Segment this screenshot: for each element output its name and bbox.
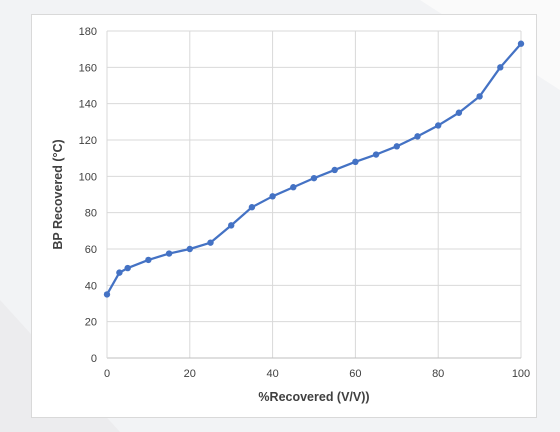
data-point (228, 222, 235, 229)
data-point (497, 64, 504, 71)
data-point (145, 256, 152, 264)
series-line (106, 42, 522, 295)
data-point (352, 158, 359, 165)
y-tick-label: 180 (79, 26, 97, 38)
data-point (414, 133, 421, 140)
data-series (103, 40, 525, 298)
data-point (124, 264, 131, 272)
data-point (435, 122, 442, 129)
data-point (476, 93, 483, 100)
y-tick-label: 20 (85, 317, 97, 329)
data-point (165, 250, 173, 257)
x-tick-label: 60 (349, 368, 361, 380)
x-tick-label: 40 (266, 368, 278, 380)
gridlines (107, 30, 522, 358)
data-point (372, 151, 380, 158)
line-chart: 0 20 40 60 80 100 120 140 160 180 0 20 40 60 80 100 %Re… (51, 26, 531, 404)
data-point (517, 40, 525, 47)
data-point (248, 204, 256, 211)
data-point (310, 174, 318, 182)
data-point (331, 166, 338, 174)
x-tick-label: 0 (104, 368, 110, 380)
data-point (393, 143, 400, 150)
chart-area: 0 20 40 60 80 100 120 140 160 180 0 20 40 60 80 100 %Re… (31, 14, 537, 418)
y-tick-label: 0 (91, 353, 97, 365)
y-axis-title: BP Recovered (°C) (51, 139, 65, 249)
y-tick-label: 160 (79, 62, 97, 74)
data-point (269, 193, 276, 200)
x-axis-title: %Recovered (V/V)) (258, 390, 369, 404)
y-tick-label: 40 (85, 280, 97, 292)
axes (106, 31, 521, 359)
x-tick-label: 80 (432, 368, 444, 380)
data-point (290, 184, 297, 191)
tick-labels: 0 20 40 60 80 100 120 140 160 180 0 20 40 60 80 100 (79, 26, 531, 380)
y-tick-label: 140 (79, 99, 97, 111)
data-point (207, 239, 214, 246)
data-point (103, 291, 111, 298)
data-point (116, 269, 123, 276)
x-tick-label: 20 (184, 368, 196, 380)
y-tick-label: 120 (79, 135, 97, 147)
y-tick-label: 60 (85, 244, 97, 256)
y-tick-label: 80 (85, 208, 97, 220)
data-point (186, 245, 193, 253)
data-point (455, 109, 463, 116)
x-tick-label: 100 (512, 368, 530, 380)
y-tick-label: 100 (79, 171, 97, 183)
